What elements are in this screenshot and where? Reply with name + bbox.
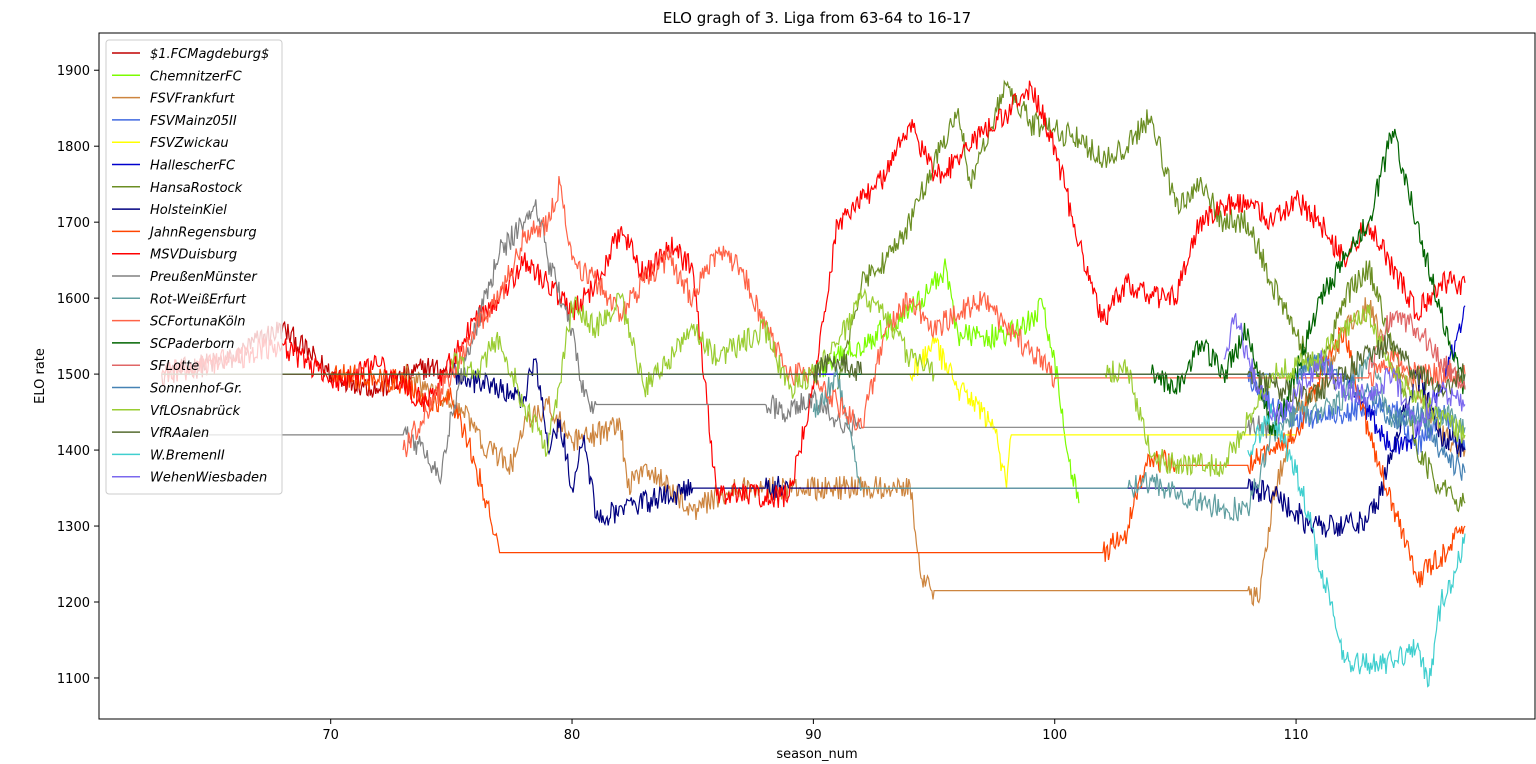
series-line-jahnregensburg [161, 326, 1466, 588]
legend-label: SFLotte [150, 359, 199, 374]
legend-label: HansaRostock [150, 181, 243, 196]
series-line-w-bremenii [1247, 403, 1466, 688]
legend-label: VfRAalen [150, 426, 209, 441]
chart-title: ELO gragh of 3. Liga from 63-64 to 16-17 [663, 9, 971, 27]
y-tick-label: 1600 [57, 292, 90, 307]
legend-frame [105, 39, 283, 495]
legend-label: JahnRegensburg [147, 225, 257, 240]
series-line-rot-wei-erfurt [812, 350, 1466, 522]
x-axis-ticks: 70 80 90 100 110 [322, 719, 1308, 743]
legend-label: PreußenMünster [150, 270, 258, 285]
legend: $1.FCMagdeburg$ ChemnitzerFC FSVFrankfurt F… [105, 39, 283, 495]
legend-label: HolsteinKiel [150, 203, 227, 218]
x-tick-label: 100 [1042, 728, 1067, 743]
legend-label: SCFortunaKöln [150, 315, 246, 330]
plot-frame [98, 32, 1536, 720]
legend-label: SCPaderborn [150, 337, 235, 352]
legend-label: W.BremenII [150, 448, 225, 463]
series-line-vflosnabr-ck [450, 287, 1466, 477]
series-line-preu-enm-nster [161, 199, 1273, 485]
series-line-scfortunak-ln [402, 176, 1466, 458]
y-tick-label: 1200 [57, 596, 90, 611]
y-axis-label: ELO rate [33, 348, 48, 404]
y-tick-label: 1500 [57, 368, 90, 383]
legend-label: ChemnitzerFC [150, 69, 243, 84]
legend-label: VfLOsnabrück [150, 404, 241, 419]
x-tick-label: 90 [805, 728, 822, 743]
series-line-msvduisburg [161, 80, 1466, 508]
x-tick-label: 70 [322, 728, 339, 743]
legend-label: FSVZwickau [150, 136, 229, 151]
y-tick-label: 1400 [57, 444, 90, 459]
series-line-vfraalen [161, 333, 1466, 407]
series-line-wehenwiesbaden [1223, 313, 1466, 437]
series-line-fsvzwickau [909, 336, 1297, 489]
y-axis-ticks: 1100 1200 1300 1400 1500 1600 1700 1800 1900 [57, 64, 99, 687]
x-tick-label: 110 [1284, 728, 1309, 743]
series-line-hansarostock [836, 79, 1466, 513]
x-axis-label: season_num [776, 747, 857, 762]
legend-label: MSVDuisburg [150, 248, 237, 263]
series-line-fsvmainz05ii [161, 367, 1466, 455]
legend-label: Rot-WeißErfurt [150, 292, 247, 307]
series-group [161, 79, 1466, 688]
series-line-chemnitzerfc [812, 258, 1080, 504]
y-tick-label: 1900 [57, 64, 90, 79]
legend-label: Sonnenhof-Gr. [150, 382, 243, 397]
y-tick-label: 1100 [57, 672, 90, 687]
legend-label: WehenWiesbaden [150, 471, 267, 486]
legend-label: HallescherFC [150, 159, 236, 174]
legend-label: $1.FCMagdeburg$ [150, 47, 269, 62]
y-tick-label: 1700 [57, 216, 90, 231]
legend-label: FSVFrankfurt [150, 92, 235, 107]
y-tick-label: 1800 [57, 140, 90, 155]
y-tick-label: 1300 [57, 520, 90, 535]
series-line-scpaderborn [837, 128, 1466, 436]
x-tick-label: 80 [564, 728, 581, 743]
legend-label: FSVMainz05II [150, 114, 237, 129]
